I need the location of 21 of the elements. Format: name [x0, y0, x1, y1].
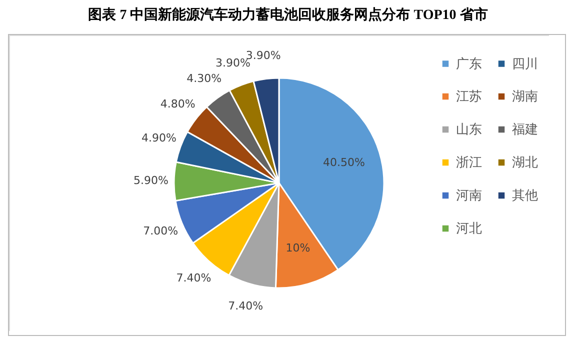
data-label: 7.40% [176, 271, 212, 284]
legend-label: 浙江 [456, 156, 482, 170]
data-label: 10% [286, 241, 310, 254]
legend-label: 湖南 [512, 90, 538, 104]
data-label: 40.50% [323, 156, 365, 170]
legend-label: 山东 [456, 122, 482, 138]
legend-label: 福建 [512, 122, 538, 138]
chart-title: 图表 7 中国新能源汽车动力蓄电池回收服务网点分布 TOP10 省市 [87, 6, 489, 25]
legend-label: 四川 [512, 56, 538, 72]
legend-label: 江苏 [456, 90, 482, 104]
data-label: 5.90% [134, 174, 168, 187]
data-label: 4.90% [142, 132, 176, 145]
legend-label: 其他 [512, 188, 538, 204]
legend-label: 河南 [456, 188, 482, 204]
data-label: 4.80% [160, 98, 196, 111]
legend-label: 广东 [456, 56, 482, 72]
legend-label: 湖北 [512, 156, 538, 170]
data-label: 7.40% [228, 300, 264, 313]
legend-label: 河北 [456, 222, 482, 236]
data-label: 4.30% [186, 72, 222, 86]
data-label: 7.00% [143, 224, 178, 238]
